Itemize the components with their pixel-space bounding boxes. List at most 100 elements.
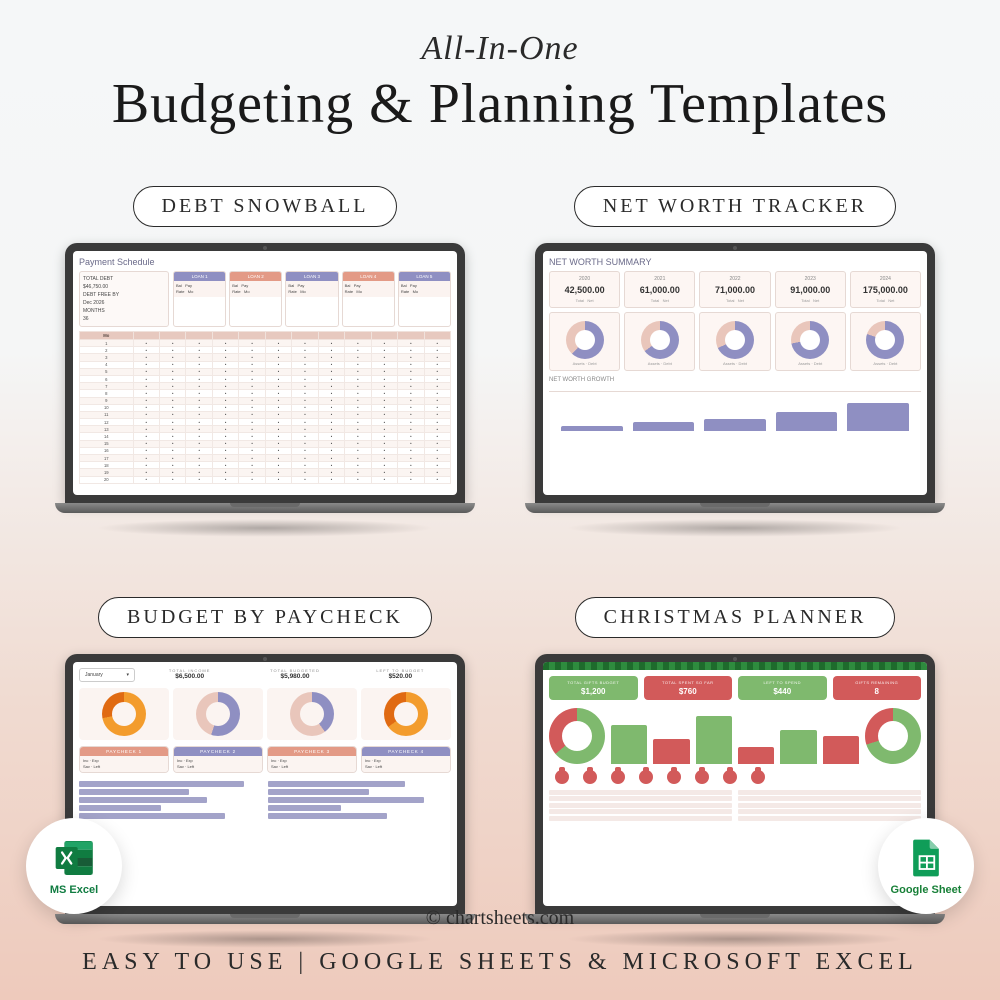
- ornament-icon: [751, 770, 765, 784]
- nw-donut-box: Assets · Debt: [850, 312, 921, 371]
- nw-donut-box: Assets · Debt: [699, 312, 770, 371]
- debt-loan-card: LOAN 5 Bal PayRate Mo: [398, 271, 451, 327]
- nw-title: NET WORTH SUMMARY: [549, 257, 921, 267]
- donut-chart-icon: [566, 321, 604, 359]
- main-title: Budgeting & Planning Templates: [0, 72, 1000, 136]
- template-grid: DEBT SNOWBALL Payment Schedule TOTAL DEB…: [0, 146, 1000, 968]
- donut-chart-icon: [290, 692, 334, 736]
- bp-paycheck-card: PAYCHECK 1 Inc · ExpSav · Left: [79, 746, 169, 773]
- nw-donut-box: Assets · Debt: [775, 312, 846, 371]
- bp-hbar: [79, 789, 189, 795]
- bp-donut-card: [79, 688, 169, 740]
- donut-chart-icon: [196, 692, 240, 736]
- ornament-icon: [667, 770, 681, 784]
- badge-gsheet-label: Google Sheet: [891, 884, 962, 896]
- excel-icon: [52, 836, 96, 880]
- label-net-worth: NET WORTH TRACKER: [574, 186, 896, 227]
- nw-growth-bar: [776, 412, 838, 431]
- cp-stat: TOTAL GIFTS BUDGET$1,200: [549, 676, 638, 700]
- nw-growth-bar: [561, 426, 623, 431]
- cp-bar: [738, 747, 774, 764]
- debt-summary: TOTAL DEBT$46,750.00DEBT FREE BYDec 2026…: [79, 271, 169, 327]
- badge-excel-label: MS Excel: [50, 884, 98, 896]
- bp-donut-card: [173, 688, 263, 740]
- nw-donut-box: Assets · Debt: [624, 312, 695, 371]
- cp-stat: TOTAL SPENT SO FAR$760: [644, 676, 733, 700]
- bp-hbar: [268, 813, 387, 819]
- debt-loan-card: LOAN 1 Bal PayRate Mo: [173, 271, 226, 327]
- garland-decoration: [543, 662, 927, 670]
- bp-paycheck-card: PAYCHECK 2 Inc · ExpSav · Left: [173, 746, 263, 773]
- cp-bar: [823, 736, 859, 764]
- cp-table-row: [738, 803, 921, 808]
- bp-paycheck-card: PAYCHECK 4 Inc · ExpSav · Left: [361, 746, 451, 773]
- ornament-icon: [695, 770, 709, 784]
- debt-dashboard: Payment Schedule TOTAL DEBT$46,750.00DEB…: [73, 251, 457, 490]
- cp-table-row: [738, 796, 921, 801]
- cp-table-row: [549, 816, 732, 821]
- nw-year-box: 2020 42,500.00 Total Net: [549, 271, 620, 308]
- bp-hbar-col: [79, 779, 262, 821]
- cp-bar: [780, 730, 816, 764]
- cell-net-worth: NET WORTH TRACKER NET WORTH SUMMARY 2020…: [520, 186, 950, 537]
- donut-chart-icon: [866, 321, 904, 359]
- bp-paycheck-card: PAYCHECK 3 Inc · ExpSav · Left: [267, 746, 357, 773]
- debt-loan-card: LOAN 4 Bal PayRate Mo: [342, 271, 395, 327]
- bp-hbar: [79, 781, 244, 787]
- donut-chart-icon: [865, 708, 921, 764]
- bp-stat: TOTAL BUDGETED$5,980.00: [244, 668, 345, 682]
- bp-stat: TOTAL INCOME$6,500.00: [139, 668, 240, 682]
- ornament-icon: [555, 770, 569, 784]
- bp-hbar: [268, 789, 369, 795]
- label-christmas: CHRISTMAS PLANNER: [575, 597, 896, 638]
- ornament-icon: [611, 770, 625, 784]
- cell-debt-snowball: DEBT SNOWBALL Payment Schedule TOTAL DEB…: [50, 186, 480, 537]
- google-sheets-icon: [904, 836, 948, 880]
- label-paycheck: BUDGET BY PAYCHECK: [98, 597, 432, 638]
- tagline: EASY TO USE | GOOGLE SHEETS & MICROSOFT …: [0, 949, 1000, 976]
- laptop-debt: Payment Schedule TOTAL DEBT$46,750.00DEB…: [55, 243, 475, 537]
- cp-table-row: [549, 796, 732, 801]
- month-select[interactable]: January▾: [79, 668, 135, 682]
- bp-hbar: [268, 805, 341, 811]
- cp-bar-chart: [611, 708, 859, 764]
- ornament-icon: [583, 770, 597, 784]
- nw-growth-bar: [704, 419, 766, 431]
- cell-christmas: CHRISTMAS PLANNER TOTAL GIFTS BUDGET$1,2…: [520, 597, 950, 948]
- donut-chart-icon: [641, 321, 679, 359]
- cp-stat: LEFT TO SPEND$440: [738, 676, 827, 700]
- header: All-In-One Budgeting & Planning Template…: [0, 0, 1000, 136]
- nw-growth-bar: [847, 403, 909, 431]
- badge-ms-excel: MS Excel: [26, 818, 122, 914]
- bp-donut-card: [267, 688, 357, 740]
- kicker: All-In-One: [0, 30, 1000, 68]
- networth-dashboard: NET WORTH SUMMARY 2020 42,500.00 Total N…: [543, 251, 927, 437]
- laptop-paycheck: January▾ TOTAL INCOME$6,500.00 TOTAL BUDG…: [55, 654, 475, 948]
- nw-growth-bar: [633, 422, 695, 431]
- donut-chart-icon: [549, 708, 605, 764]
- ornament-icon: [723, 770, 737, 784]
- bp-stat: LEFT TO BUDGET$520.00: [350, 668, 451, 682]
- christmas-dashboard: TOTAL GIFTS BUDGET$1,200TOTAL SPENT SO F…: [543, 662, 927, 828]
- donut-chart-icon: [384, 692, 428, 736]
- badge-google-sheet: Google Sheet: [878, 818, 974, 914]
- cp-table-row: [738, 816, 921, 821]
- donut-chart-icon: [102, 692, 146, 736]
- ornament-icon: [639, 770, 653, 784]
- nw-year-box: 2024 175,000.00 Total Net: [850, 271, 921, 308]
- paycheck-dashboard: January▾ TOTAL INCOME$6,500.00 TOTAL BUDG…: [73, 662, 457, 827]
- cell-paycheck: BUDGET BY PAYCHECK January▾ TOTAL INCOME…: [50, 597, 480, 948]
- cp-bar: [696, 716, 732, 764]
- bp-hbar: [79, 813, 225, 819]
- cp-stat: GIFTS REMAINING8: [833, 676, 922, 700]
- debt-loan-card: LOAN 3 Bal PayRate Mo: [285, 271, 338, 327]
- cp-table-row: [549, 790, 732, 795]
- copyright: © chartsheets.com: [0, 907, 1000, 930]
- bp-donut-card: [361, 688, 451, 740]
- cp-table-row: [738, 790, 921, 795]
- nw-year-box: 2023 91,000.00 Total Net: [775, 271, 846, 308]
- bp-hbar: [268, 781, 405, 787]
- laptop-christmas: TOTAL GIFTS BUDGET$1,200TOTAL SPENT SO F…: [525, 654, 945, 948]
- bp-hbar: [268, 797, 424, 803]
- nw-donut-box: Assets · Debt: [549, 312, 620, 371]
